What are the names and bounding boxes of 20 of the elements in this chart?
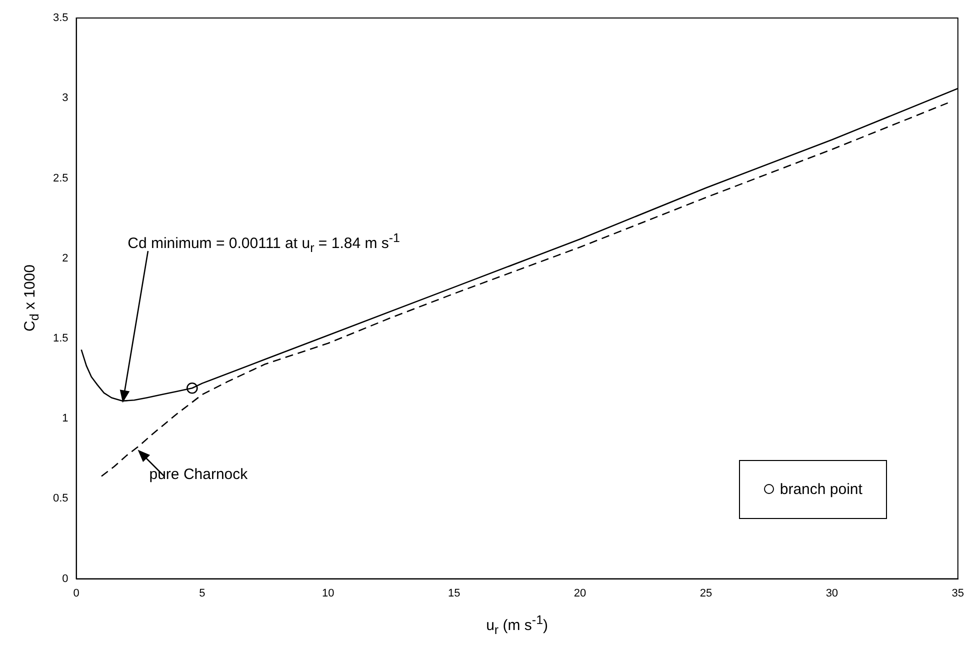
y-tick-label: 2 (62, 252, 68, 264)
x-axis-title: u$_{r}$ (m s$^{-1}$) (486, 612, 548, 637)
x-tick-label: 10 (322, 587, 334, 600)
x-tick-label: 0 (73, 587, 80, 600)
y-tick-label: 0.5 (52, 492, 68, 505)
y-tick-label: 2.5 (52, 172, 68, 184)
x-tick-label: 35 (952, 587, 964, 600)
annotation: pure Charnock (149, 466, 248, 483)
y-tick-label: 1 (62, 412, 68, 425)
legend-label: branch point (780, 480, 862, 498)
x-tick-label: 15 (448, 587, 460, 600)
annotation: Cd minimum = 0.00111 at u$_{r}$ = 1.84 m s$^{-1}$ (128, 230, 400, 255)
y-tick-label: 3.5 (52, 12, 68, 24)
x-tick-label: 20 (574, 587, 586, 600)
x-tick-label: 25 (700, 587, 712, 600)
y-tick-label: 1.5 (52, 332, 68, 344)
y-tick-label: 0 (62, 572, 68, 585)
x-tick-label: 5 (199, 587, 206, 600)
y-tick-label: 3 (62, 92, 68, 104)
x-tick-label: 30 (826, 587, 838, 600)
